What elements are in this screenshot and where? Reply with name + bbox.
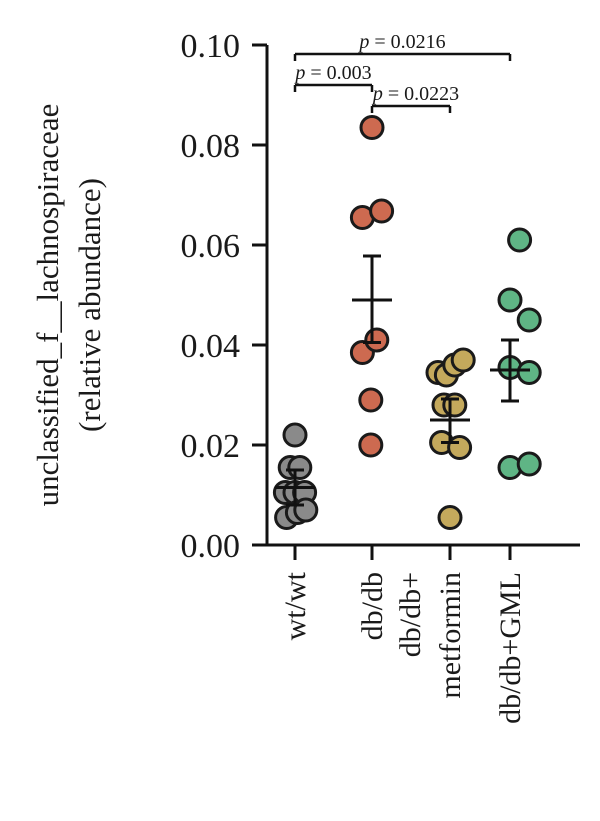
p-value-label: p = 0.003 xyxy=(293,62,371,84)
data-point xyxy=(358,387,384,413)
x-ticks: wt/wt db/db db/db+ metformin db/db+GML xyxy=(279,545,527,724)
y-tick-label: 0.10 xyxy=(181,28,241,65)
data-point xyxy=(359,115,385,140)
x-category-label: db/db xyxy=(356,572,389,640)
data-groups xyxy=(272,115,542,530)
y-ticks: 0.00 0.02 0.04 0.06 0.08 0.10 xyxy=(181,28,267,565)
y-tick-label: 0.06 xyxy=(181,228,241,265)
group-0 xyxy=(272,422,319,530)
data-point xyxy=(364,327,390,353)
data-point xyxy=(293,497,319,523)
p-value-label: p = 0.0223 xyxy=(371,83,459,105)
x-category-label: db/db+ xyxy=(394,572,427,657)
data-point xyxy=(442,392,468,418)
data-point xyxy=(358,432,384,458)
data-point xyxy=(282,422,308,448)
y-tick-label: 0.04 xyxy=(181,328,241,365)
y-tick-label: 0.00 xyxy=(181,528,241,565)
data-point xyxy=(287,455,313,480)
group-2 xyxy=(425,347,476,530)
y-tick-label: 0.08 xyxy=(181,128,241,165)
significance-bracket: p = 0.0216 xyxy=(293,31,512,61)
y-axis-title-line2: (relative abundance) xyxy=(72,178,107,432)
data-point xyxy=(450,347,476,373)
y-tick-label: 0.02 xyxy=(181,428,241,465)
data-point xyxy=(447,435,473,460)
x-category-label: metformin xyxy=(434,572,467,699)
data-point xyxy=(516,451,542,477)
data-point xyxy=(369,198,395,224)
y-axis-title: unclassified_f__lachnospiraceae (relativ… xyxy=(30,104,107,507)
group-3 xyxy=(490,227,542,480)
data-point xyxy=(437,505,463,530)
data-point xyxy=(516,360,542,385)
p-value-label: p = 0.0216 xyxy=(357,31,445,53)
significance-bracket: p = 0.003 xyxy=(293,62,374,92)
data-point xyxy=(497,287,523,313)
x-category-label: wt/wt xyxy=(279,571,312,640)
significance-bracket: p = 0.0223 xyxy=(370,83,459,113)
data-point xyxy=(516,307,542,333)
group-1 xyxy=(349,115,395,458)
x-category-label: db/db+GML xyxy=(494,572,527,724)
y-axis-title-line1: unclassified_f__lachnospiraceae xyxy=(30,104,65,507)
data-point xyxy=(507,227,533,253)
